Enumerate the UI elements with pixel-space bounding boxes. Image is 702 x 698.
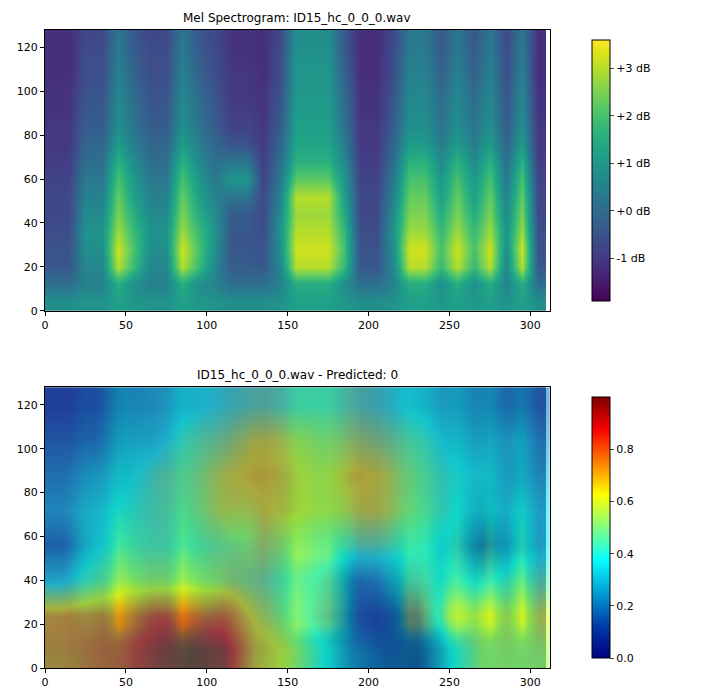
svg-text:50: 50 [119, 319, 133, 332]
svg-text:20: 20 [24, 618, 38, 631]
svg-text:0.4: 0.4 [616, 548, 634, 561]
svg-text:200: 200 [358, 319, 379, 332]
svg-text:0: 0 [31, 305, 38, 318]
svg-text:+3 dB: +3 dB [616, 62, 650, 75]
svg-text:250: 250 [439, 319, 460, 332]
svg-text:50: 50 [119, 676, 133, 689]
svg-text:0: 0 [42, 319, 49, 332]
svg-text:0.6: 0.6 [616, 495, 634, 508]
svg-text:100: 100 [17, 443, 38, 456]
svg-text:100: 100 [196, 319, 217, 332]
svg-text:40: 40 [24, 574, 38, 587]
svg-text:0.2: 0.2 [616, 600, 634, 613]
svg-text:0: 0 [31, 662, 38, 675]
svg-text:Mel Spectrogram: ID15_hc_0_0_0: Mel Spectrogram: ID15_hc_0_0_0.wav [183, 11, 411, 25]
svg-text:0.8: 0.8 [616, 443, 634, 456]
svg-text:60: 60 [24, 173, 38, 186]
svg-text:+2 dB: +2 dB [616, 110, 650, 123]
svg-text:80: 80 [24, 486, 38, 499]
svg-text:250: 250 [439, 676, 460, 689]
svg-text:200: 200 [358, 676, 379, 689]
svg-text:40: 40 [24, 217, 38, 230]
svg-text:+1 dB: +1 dB [616, 157, 650, 170]
svg-text:120: 120 [17, 41, 38, 54]
svg-text:0: 0 [42, 676, 49, 689]
svg-text:150: 150 [277, 319, 298, 332]
svg-text:300: 300 [520, 676, 541, 689]
svg-text:20: 20 [24, 261, 38, 274]
svg-text:-1 dB: -1 dB [616, 252, 645, 265]
svg-text:120: 120 [17, 399, 38, 412]
svg-text:300: 300 [520, 319, 541, 332]
svg-text:0.0: 0.0 [616, 652, 634, 665]
svg-text:ID15_hc_0_0_0.wav - Predicted:: ID15_hc_0_0_0.wav - Predicted: 0 [197, 368, 398, 382]
svg-text:+0 dB: +0 dB [616, 205, 650, 218]
svg-text:150: 150 [277, 676, 298, 689]
svg-text:80: 80 [24, 129, 38, 142]
svg-text:100: 100 [17, 85, 38, 98]
svg-text:100: 100 [196, 676, 217, 689]
svg-text:60: 60 [24, 530, 38, 543]
